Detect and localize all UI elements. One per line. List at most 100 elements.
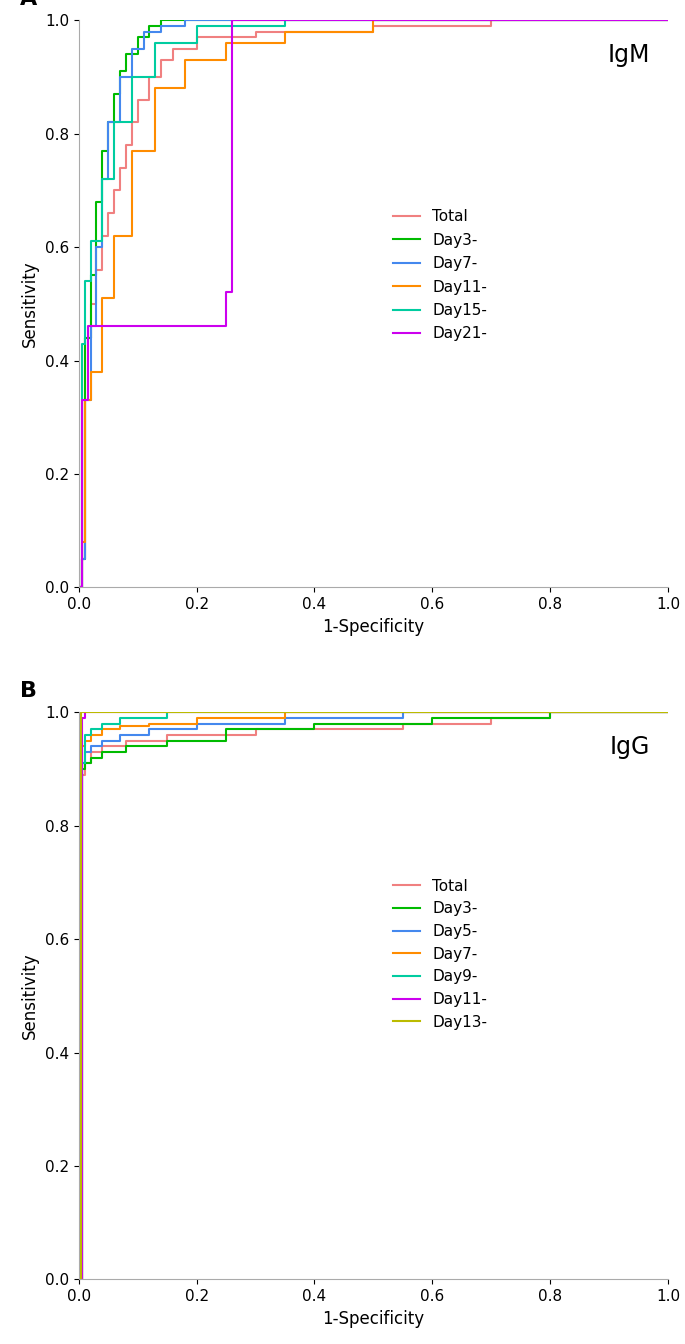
Total (86, 743, 95, 759)
Total (110, 206, 119, 222)
Line: Day11-: Day11- (79, 712, 668, 1279)
Day11- (458, 704, 466, 720)
Day5- (192, 715, 201, 731)
Day13- (81, 704, 89, 720)
Day9- (116, 715, 124, 731)
Day13- (122, 704, 130, 720)
Day11- (181, 81, 189, 97)
Text: A: A (20, 0, 37, 9)
Day5- (86, 738, 95, 754)
Day15- (664, 12, 672, 28)
Day5- (145, 722, 153, 738)
Day7- (192, 715, 201, 731)
Day11- (222, 52, 230, 69)
Day7- (181, 12, 189, 28)
Day21- (228, 285, 236, 301)
Total (134, 91, 142, 108)
Day15- (110, 114, 119, 130)
Day13- (86, 704, 95, 720)
Day11- (310, 704, 319, 720)
Day3- (116, 86, 124, 102)
Day3- (163, 732, 171, 749)
Total (127, 114, 136, 130)
Day13- (75, 1271, 83, 1288)
Day7- (77, 738, 86, 754)
Day3- (122, 743, 130, 759)
Day9- (81, 727, 89, 743)
Total (92, 262, 101, 278)
Day7- (116, 114, 124, 130)
Day15- (127, 69, 136, 85)
Day7- (86, 727, 95, 743)
Total (251, 727, 260, 743)
Day5- (281, 710, 289, 726)
Day11- (181, 52, 189, 69)
Day9- (163, 710, 171, 726)
Day7- (281, 704, 289, 720)
Total (487, 710, 495, 726)
Line: Total: Total (79, 20, 668, 587)
Total (369, 17, 377, 34)
Day5- (399, 704, 407, 720)
Total (98, 743, 106, 759)
Day21- (222, 319, 230, 335)
Day11- (310, 704, 319, 720)
Day7- (75, 1271, 83, 1288)
Total (251, 23, 260, 39)
Day3- (81, 329, 89, 345)
Day7- (77, 579, 86, 595)
Day3- (546, 710, 554, 726)
Day3- (546, 704, 554, 720)
Day3- (75, 1271, 83, 1288)
Day11- (487, 12, 495, 28)
Day3- (192, 12, 201, 28)
Day5- (86, 743, 95, 759)
Day7- (98, 239, 106, 255)
Day15- (75, 579, 83, 595)
Day11- (110, 227, 119, 243)
Day11- (98, 364, 106, 380)
Day9- (163, 704, 171, 720)
Day5- (516, 704, 525, 720)
Day9- (86, 722, 95, 738)
Day15- (192, 17, 201, 34)
Day13- (664, 704, 672, 720)
Day5- (77, 755, 86, 771)
Day7- (222, 12, 230, 28)
Day11- (151, 81, 160, 97)
Day3- (77, 1271, 86, 1288)
Day3- (163, 738, 171, 754)
Day7- (104, 114, 112, 130)
Day7- (664, 12, 672, 28)
Line: Day3-: Day3- (79, 712, 668, 1279)
Day5- (145, 727, 153, 743)
Total (127, 137, 136, 153)
Total (92, 296, 101, 312)
Day11- (98, 704, 106, 720)
Day3- (122, 46, 130, 62)
Day3- (134, 30, 142, 46)
Day7- (81, 392, 89, 409)
Day3- (98, 142, 106, 159)
Total (98, 262, 106, 278)
Day13- (369, 704, 377, 720)
Day7- (104, 171, 112, 187)
Day15- (428, 12, 436, 28)
Day11- (98, 290, 106, 306)
Total (487, 715, 495, 731)
Total (487, 12, 495, 28)
Total (86, 755, 95, 771)
Day7- (281, 710, 289, 726)
Day7- (81, 738, 89, 754)
Day13- (81, 704, 89, 720)
Day7- (516, 704, 525, 720)
Total (77, 766, 86, 782)
Day5- (116, 732, 124, 749)
Day9- (81, 755, 89, 771)
Total (81, 766, 89, 782)
Day3- (122, 63, 130, 79)
Day9- (516, 704, 525, 720)
Day11- (77, 534, 86, 550)
Total (77, 1271, 86, 1288)
Day13- (369, 704, 377, 720)
